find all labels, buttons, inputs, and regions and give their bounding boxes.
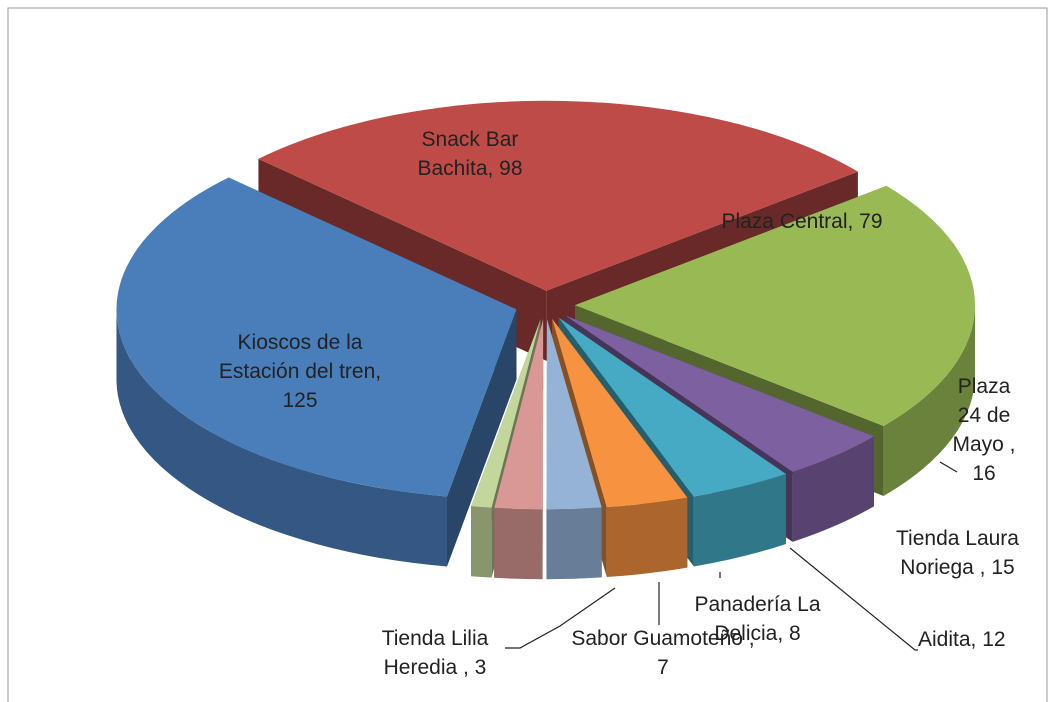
slice-rim [116, 309, 448, 567]
slice [574, 185, 975, 426]
leader-line [939, 461, 958, 473]
slice-rim [494, 507, 543, 580]
data-label: Tienda Laura Noriega , 15 [896, 527, 1019, 579]
slice-rim [693, 474, 787, 567]
slice [258, 100, 858, 291]
data-label: Sabor Guamoteño , 7 [571, 627, 755, 679]
slice-rim [792, 436, 874, 542]
slice [494, 319, 544, 510]
slice [552, 318, 688, 508]
slice-side [447, 309, 517, 567]
leader-line [505, 587, 616, 649]
slice [546, 319, 602, 510]
slice-rim [471, 506, 492, 578]
chart-border [7, 7, 1048, 702]
slice [471, 319, 541, 508]
slice [116, 177, 517, 497]
slice [565, 315, 874, 472]
data-label: Panadería La Delicia, 8 [694, 593, 821, 645]
data-label: Plaza 24 de Mayo , 16 [952, 375, 1016, 485]
data-label: Plaza Central, 79 [721, 210, 883, 233]
slice-rim [883, 305, 975, 496]
slice-rim [606, 497, 688, 578]
data-label: Tienda Lilia Heredia , 3 [381, 627, 489, 679]
data-label: Aidita, 12 [918, 628, 1006, 651]
data-label: Kioscos de la Estación del tren, 125 [218, 331, 382, 412]
leader-line [789, 547, 918, 651]
data-label: Snack Bar Bachita, 98 [417, 128, 523, 180]
slice [558, 317, 787, 497]
slice-rim [546, 507, 602, 580]
